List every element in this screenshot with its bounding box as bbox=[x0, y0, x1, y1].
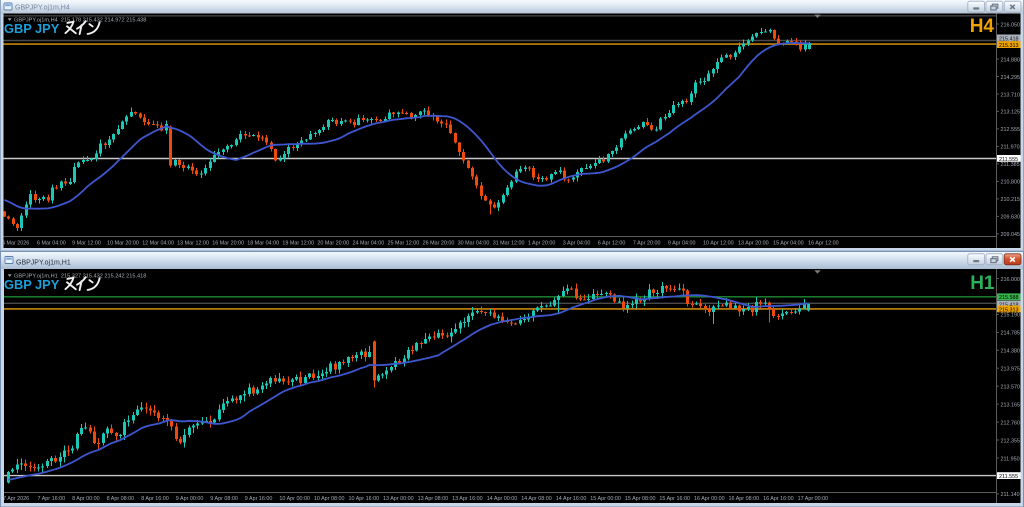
svg-text:12 Mar 04:00: 12 Mar 04:00 bbox=[142, 240, 174, 246]
svg-text:4 Mar 2026: 4 Mar 2026 bbox=[2, 240, 29, 246]
svg-text:30 Mar 04:00: 30 Mar 04:00 bbox=[458, 240, 490, 246]
svg-text:15 Apr 16:00: 15 Apr 16:00 bbox=[659, 496, 690, 502]
svg-text:210.800: 210.800 bbox=[1001, 180, 1021, 186]
svg-text:H4: H4 bbox=[970, 16, 995, 37]
svg-text:9 Mar 12:00: 9 Mar 12:00 bbox=[72, 240, 101, 246]
svg-text:6 Mar 04:00: 6 Mar 04:00 bbox=[37, 240, 66, 246]
svg-text:14 Apr 08:00: 14 Apr 08:00 bbox=[521, 496, 552, 502]
svg-text:6 Apr 12:00: 6 Apr 12:00 bbox=[598, 240, 626, 246]
svg-text:216.000: 216.000 bbox=[1001, 277, 1021, 283]
svg-text:209.045: 209.045 bbox=[1001, 232, 1021, 238]
svg-text:215.418: 215.418 bbox=[999, 302, 1019, 308]
svg-text:16 Apr 16:00: 16 Apr 16:00 bbox=[763, 496, 794, 502]
svg-text:13 Mar 12:00: 13 Mar 12:00 bbox=[177, 240, 209, 246]
svg-text:3 Apr 04:00: 3 Apr 04:00 bbox=[563, 240, 591, 246]
svg-text:7 Apr 16:00: 7 Apr 16:00 bbox=[38, 496, 66, 502]
svg-text:10 Apr 16:00: 10 Apr 16:00 bbox=[349, 496, 380, 502]
svg-text:8 Apr 00:00: 8 Apr 00:00 bbox=[72, 496, 100, 502]
svg-text:GBP JPY: GBP JPY bbox=[4, 277, 60, 292]
svg-text:14 Apr 16:00: 14 Apr 16:00 bbox=[556, 496, 587, 502]
svg-text:17 Apr 00:00: 17 Apr 00:00 bbox=[798, 496, 829, 502]
svg-text:20 Mar 20:00: 20 Mar 20:00 bbox=[317, 240, 349, 246]
svg-text:215.418: 215.418 bbox=[999, 36, 1019, 42]
svg-text:216.050: 216.050 bbox=[1001, 22, 1021, 28]
svg-text:1 Apr 20:00: 1 Apr 20:00 bbox=[528, 240, 556, 246]
svg-text:GBPJPY.oj1m,H4 215.178 215.43: GBPJPY.oj1m,H4 215.178 215.432 214.972 2… bbox=[14, 18, 146, 24]
svg-text:15 Apr 00:00: 15 Apr 00:00 bbox=[590, 496, 621, 502]
svg-text:212.555: 212.555 bbox=[1001, 127, 1021, 133]
svg-text:16 Mar 20:00: 16 Mar 20:00 bbox=[212, 240, 244, 246]
svg-text:16 Apr 12:00: 16 Apr 12:00 bbox=[808, 240, 839, 246]
svg-text:215.313: 215.313 bbox=[999, 307, 1019, 313]
svg-text:16 Apr 08:00: 16 Apr 08:00 bbox=[729, 496, 760, 502]
svg-text:211.950: 211.950 bbox=[1001, 456, 1020, 462]
svg-text:211.385: 211.385 bbox=[1001, 162, 1020, 168]
svg-text:9 Apr 00:00: 9 Apr 00:00 bbox=[176, 496, 204, 502]
svg-text:213.710: 213.710 bbox=[1001, 92, 1021, 98]
svg-text:18 Mar 04:00: 18 Mar 04:00 bbox=[247, 240, 279, 246]
svg-text:211.970: 211.970 bbox=[1001, 145, 1020, 151]
svg-text:7 Apr 2026: 7 Apr 2026 bbox=[3, 496, 29, 502]
svg-text:212.760: 212.760 bbox=[1001, 420, 1021, 426]
svg-text:213.125: 213.125 bbox=[1001, 110, 1021, 116]
svg-text:24 Mar 04:00: 24 Mar 04:00 bbox=[353, 240, 385, 246]
svg-text:214.785: 214.785 bbox=[1001, 331, 1021, 337]
svg-text:213.975: 213.975 bbox=[1001, 367, 1021, 373]
svg-text:10 Apr 00:00: 10 Apr 00:00 bbox=[279, 496, 310, 502]
svg-text:211.140: 211.140 bbox=[1001, 492, 1020, 498]
svg-text:211.555: 211.555 bbox=[999, 157, 1018, 163]
svg-text:9 Apr 04:00: 9 Apr 04:00 bbox=[668, 240, 696, 246]
svg-text:15 Apr 04:00: 15 Apr 04:00 bbox=[773, 240, 804, 246]
svg-text:26 Mar 20:00: 26 Mar 20:00 bbox=[423, 240, 455, 246]
svg-text:9 Apr 16:00: 9 Apr 16:00 bbox=[245, 496, 273, 502]
svg-text:8 Apr 16:00: 8 Apr 16:00 bbox=[141, 496, 169, 502]
svg-text:211.555: 211.555 bbox=[999, 474, 1018, 480]
svg-text:210.215: 210.215 bbox=[1001, 197, 1021, 203]
svg-text:215.313: 215.313 bbox=[999, 43, 1019, 49]
svg-text:GBPJPY.oj1m,H1: GBPJPY.oj1m,H1 bbox=[16, 260, 71, 267]
svg-text:10 Apr 12:00: 10 Apr 12:00 bbox=[703, 240, 734, 246]
svg-text:14 Apr 00:00: 14 Apr 00:00 bbox=[487, 496, 518, 502]
svg-text:209.630: 209.630 bbox=[1001, 215, 1021, 221]
svg-text:13 Apr 16:00: 13 Apr 16:00 bbox=[452, 496, 483, 502]
svg-text:9 Apr 08:00: 9 Apr 08:00 bbox=[210, 496, 238, 502]
svg-text:213.570: 213.570 bbox=[1001, 385, 1021, 391]
svg-text:10 Mar 20:00: 10 Mar 20:00 bbox=[107, 240, 139, 246]
svg-text:25 Mar 12:00: 25 Mar 12:00 bbox=[388, 240, 420, 246]
svg-text:215.588: 215.588 bbox=[999, 295, 1019, 301]
svg-text:H1: H1 bbox=[970, 273, 995, 294]
svg-text:214.880: 214.880 bbox=[1001, 57, 1021, 63]
svg-text:13 Apr 20:00: 13 Apr 20:00 bbox=[738, 240, 769, 246]
svg-text:19 Mar 12:00: 19 Mar 12:00 bbox=[282, 240, 314, 246]
svg-text:GBPJPY.oj1m,H1 215.327 215.43: GBPJPY.oj1m,H1 215.327 215.432 215.242 2… bbox=[14, 274, 146, 280]
svg-text:8 Apr 08:00: 8 Apr 08:00 bbox=[107, 496, 135, 502]
svg-text:15 Apr 08:00: 15 Apr 08:00 bbox=[625, 496, 656, 502]
svg-text:214.295: 214.295 bbox=[1001, 75, 1021, 81]
svg-text:31 Mar 12:00: 31 Mar 12:00 bbox=[493, 240, 525, 246]
svg-text:213.165: 213.165 bbox=[1001, 402, 1021, 408]
svg-text:GBPJPY.oj1m,H4: GBPJPY.oj1m,H4 bbox=[15, 5, 70, 12]
svg-text:215.190: 215.190 bbox=[1001, 313, 1021, 319]
svg-text:214.380: 214.380 bbox=[1001, 349, 1021, 355]
svg-text:212.355: 212.355 bbox=[1001, 438, 1021, 444]
svg-text:16 Apr 00:00: 16 Apr 00:00 bbox=[694, 496, 725, 502]
svg-text:10 Apr 08:00: 10 Apr 08:00 bbox=[314, 496, 345, 502]
svg-text:13 Apr 08:00: 13 Apr 08:00 bbox=[418, 496, 449, 502]
svg-text:7 Apr 20:00: 7 Apr 20:00 bbox=[633, 240, 661, 246]
svg-text:13 Apr 00:00: 13 Apr 00:00 bbox=[383, 496, 414, 502]
svg-text:GBP JPY: GBP JPY bbox=[4, 21, 60, 36]
